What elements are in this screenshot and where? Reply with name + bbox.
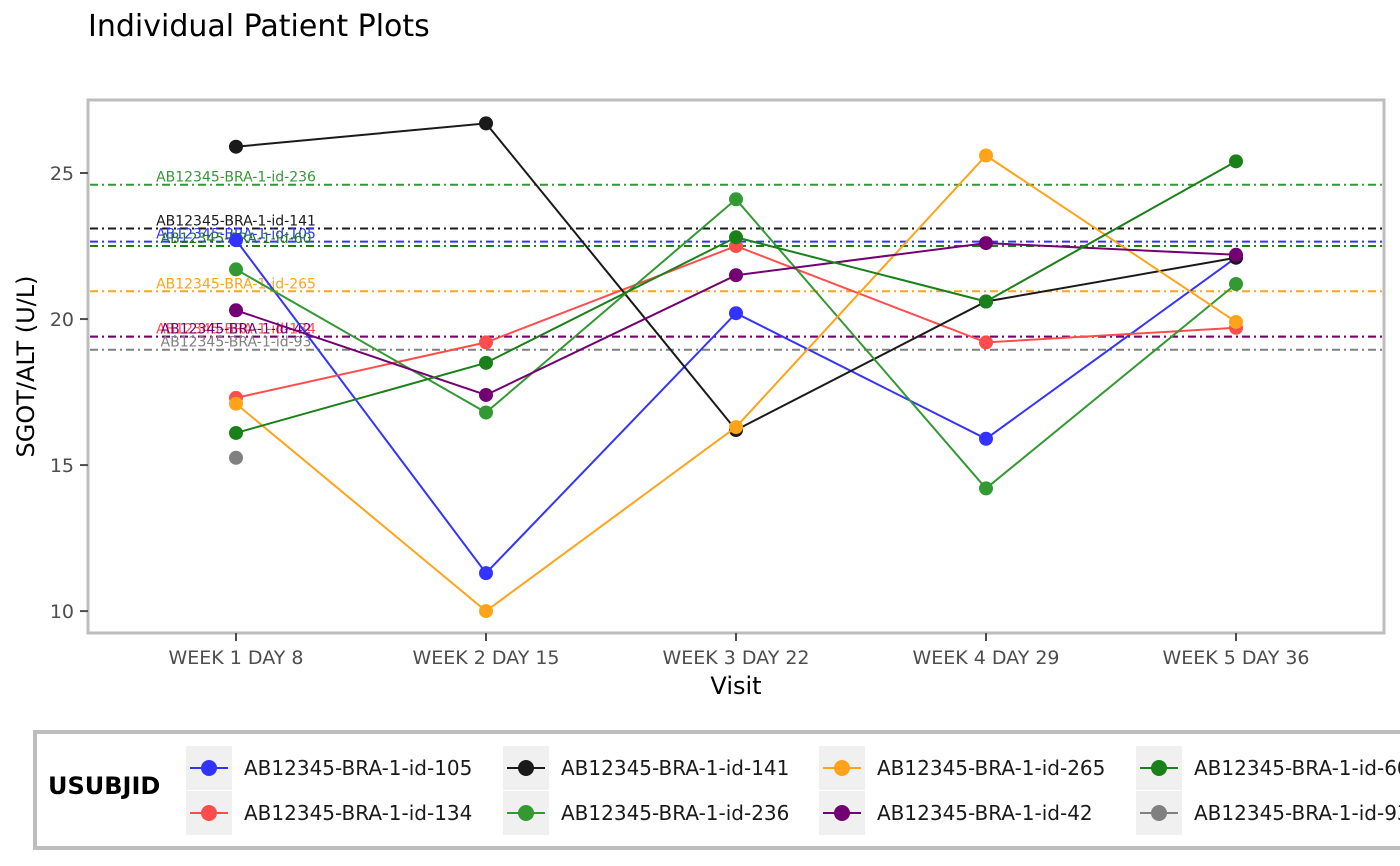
legend-item: AB12345-BRA-1-id-42 <box>819 791 1129 835</box>
data-point <box>479 604 493 619</box>
data-point <box>479 566 493 581</box>
legend-key <box>1136 791 1182 835</box>
legend-key <box>503 746 549 790</box>
legend-key <box>186 746 232 790</box>
y-tick-label: 15 <box>50 455 74 477</box>
data-point <box>479 405 493 420</box>
data-point <box>229 425 243 440</box>
chart: 10 15 20 25 WEEK 1 DAY 8 WEEK 2 DAY 15 WEEK 3 … <box>12 98 1386 700</box>
data-point <box>1229 276 1243 291</box>
data-point <box>979 431 993 446</box>
y-tick-label: 10 <box>50 601 74 623</box>
baseline-annotation: AB12345-BRA-1-id-141 <box>156 214 316 230</box>
y-tick-label: 25 <box>50 163 74 185</box>
data-point <box>1229 154 1243 169</box>
data-point <box>1229 314 1243 329</box>
data-point <box>229 396 243 411</box>
data-point <box>729 192 743 207</box>
legend-label: AB12345-BRA-1-id-265 <box>877 756 1106 780</box>
x-axis-label: Visit <box>710 672 761 700</box>
data-point <box>979 294 993 309</box>
x-tick-label: WEEK 4 DAY 29 <box>912 647 1059 669</box>
legend-label: AB12345-BRA-1-id-60 <box>1194 756 1400 780</box>
legend-key <box>186 791 232 835</box>
legend-label: AB12345-BRA-1-id-93 <box>1194 801 1400 825</box>
legend-item: AB12345-BRA-1-id-141 <box>503 746 813 790</box>
data-point <box>729 268 743 283</box>
data-point <box>1229 247 1243 262</box>
data-point <box>229 262 243 277</box>
legend-label: AB12345-BRA-1-id-105 <box>244 756 473 780</box>
data-point <box>729 230 743 245</box>
data-point <box>229 303 243 318</box>
data-point <box>979 335 993 350</box>
y-axis-label: SGOT/ALT (U/L) <box>12 276 40 458</box>
data-point <box>479 387 493 402</box>
data-point <box>979 236 993 251</box>
legend-key <box>503 791 549 835</box>
data-point <box>979 148 993 163</box>
legend-key <box>819 746 865 790</box>
legend-title: USUBJID <box>48 772 161 800</box>
data-point <box>229 139 243 154</box>
x-tick-label: WEEK 5 DAY 36 <box>1162 647 1309 669</box>
legend-item: AB12345-BRA-1-id-60 <box>1136 746 1400 790</box>
legend-item: AB12345-BRA-1-id-265 <box>819 746 1129 790</box>
y-tick-label: 20 <box>50 309 74 331</box>
baseline-annotation: AB12345-BRA-1-id-93 <box>161 335 312 351</box>
data-point <box>229 450 243 465</box>
data-point <box>479 335 493 350</box>
page-title: Individual Patient Plots <box>88 9 430 44</box>
baseline-annotation: AB12345-BRA-1-id-134 <box>156 322 316 338</box>
legend-item: AB12345-BRA-1-id-134 <box>186 791 496 835</box>
legend-label: AB12345-BRA-1-id-141 <box>561 756 790 780</box>
data-point <box>729 306 743 321</box>
data-point <box>729 420 743 435</box>
x-tick-label: WEEK 1 DAY 8 <box>169 647 304 669</box>
baseline-annotation: AB12345-BRA-1-id-42 <box>161 322 312 338</box>
legend-item: AB12345-BRA-1-id-93 <box>1136 791 1400 835</box>
data-point <box>979 481 993 496</box>
data-point <box>479 116 493 131</box>
data-point <box>479 355 493 370</box>
legend-label: AB12345-BRA-1-id-236 <box>561 801 790 825</box>
data-point <box>229 233 243 248</box>
legend-key <box>1136 746 1182 790</box>
x-tick-label: WEEK 3 DAY 22 <box>662 647 809 669</box>
legend-label: AB12345-BRA-1-id-42 <box>877 801 1093 825</box>
x-tick-label: WEEK 2 DAY 15 <box>412 647 559 669</box>
legend-key <box>819 791 865 835</box>
legend-item: AB12345-BRA-1-id-236 <box>503 791 813 835</box>
baseline-annotation: AB12345-BRA-1-id-265 <box>156 276 316 292</box>
legend-label: AB12345-BRA-1-id-134 <box>244 801 473 825</box>
legend-item: AB12345-BRA-1-id-105 <box>186 746 496 790</box>
baseline-annotation: AB12345-BRA-1-id-236 <box>156 170 316 186</box>
series-line <box>235 154 1237 613</box>
